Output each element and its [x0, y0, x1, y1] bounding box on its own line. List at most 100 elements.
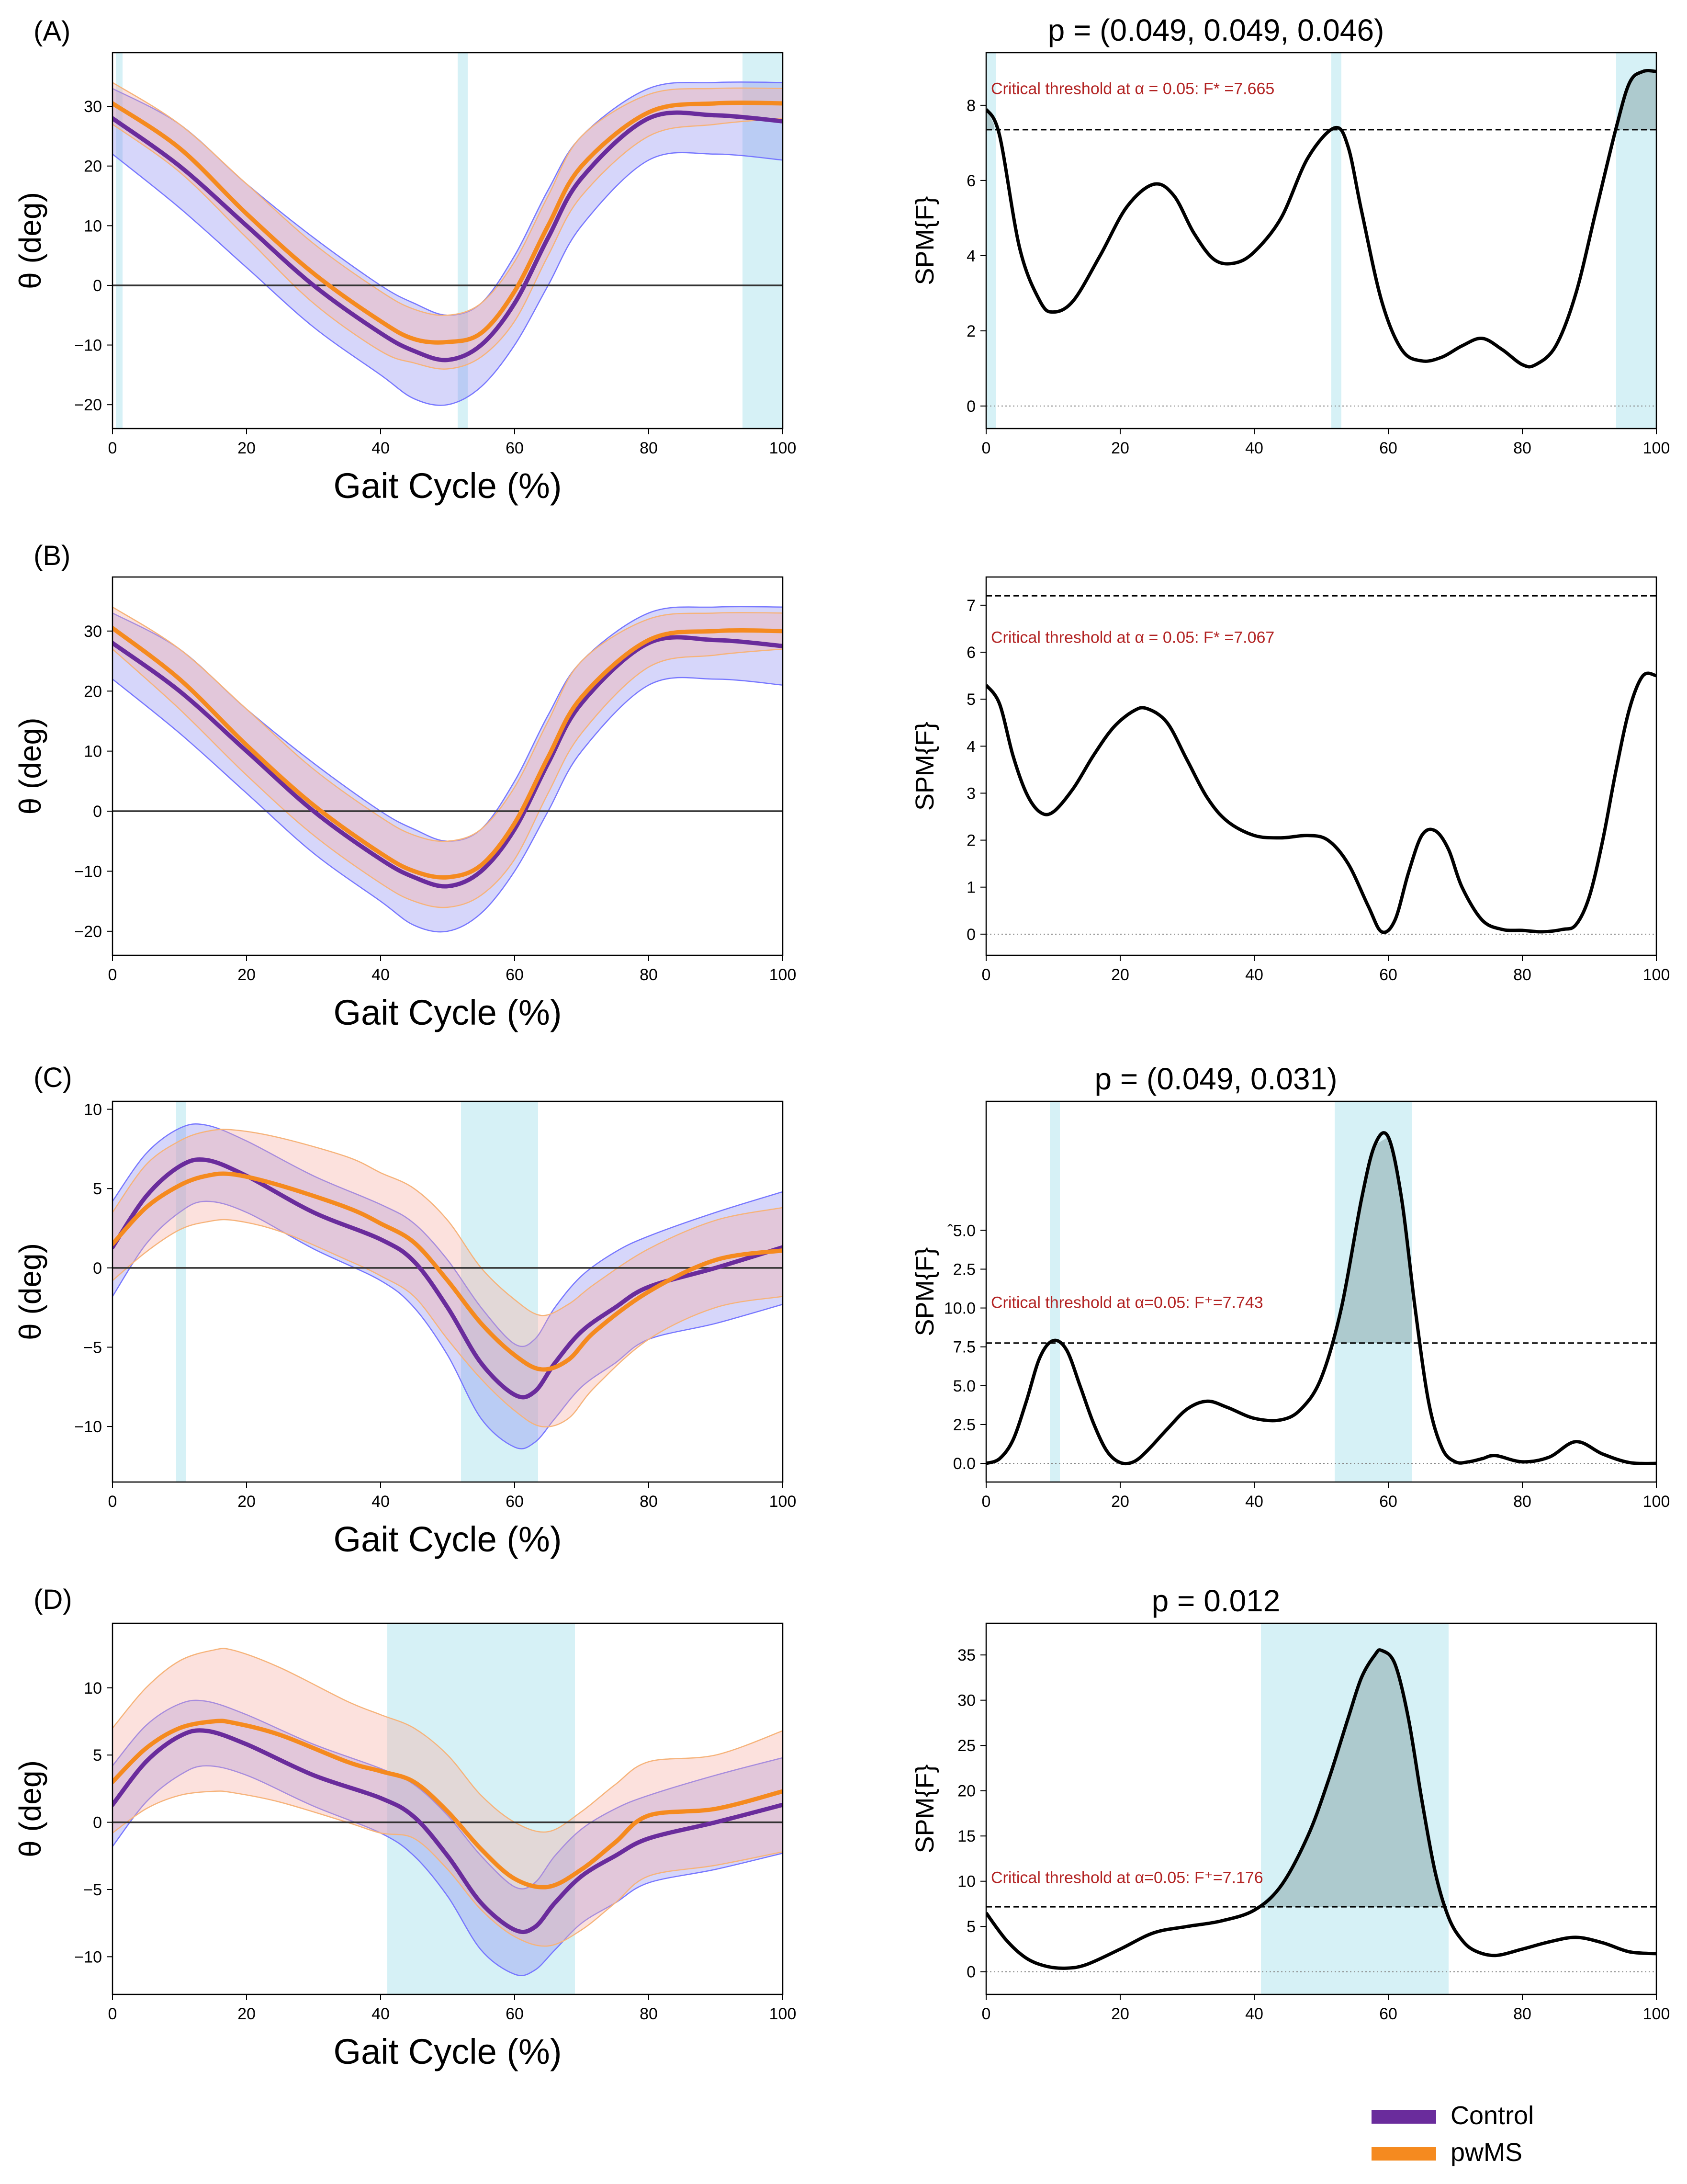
- y-tick-label: −5: [83, 1338, 102, 1357]
- kinematics-chart: 0 20 40 60 80 100 −20 −10 0 10 20 30 Gait Cycle (%) θ…: [13, 576, 796, 1032]
- y-tick-label: 30: [84, 98, 102, 116]
- kinematics-chart: 0 20 40 60 80 100 −10 −5 0 5 10 Gait Cycle (%) θ (de…: [13, 1101, 796, 1559]
- x-tick-label: 0: [108, 2005, 117, 2023]
- spm-title: p = (0.049, 0.031): [1094, 1062, 1337, 1096]
- spm-title: p = (0.049, 0.049, 0.046): [1048, 13, 1384, 47]
- spm-curve: [986, 671, 1656, 934]
- x-axis-label: Gait Cycle (%): [334, 1519, 562, 1559]
- threshold-annotation: Critical threshold at α=0.05: F⁺=7.743: [991, 1294, 1263, 1312]
- y-tick-label: 5: [93, 1180, 102, 1198]
- band-control: [112, 82, 783, 406]
- y-axis-label: θ (deg): [13, 718, 47, 815]
- axes-frame: [112, 52, 784, 430]
- y-tick-label: −20: [74, 923, 102, 941]
- x-tick-label: 60: [1379, 966, 1397, 984]
- x-tick-label: 20: [237, 2005, 256, 2023]
- x-tick-label: 0: [982, 2005, 991, 2023]
- x-tick-label: 60: [506, 2005, 524, 2023]
- x-tick-label: 60: [1379, 2005, 1397, 2023]
- x-tick-label: 0: [982, 966, 991, 984]
- axes-frame: [112, 576, 784, 956]
- significance-region: [1616, 53, 1656, 429]
- mean-line-pwms: [112, 101, 783, 345]
- spm-title: p = 0.012: [1152, 1584, 1281, 1618]
- legend-swatch-control: [1372, 2110, 1436, 2124]
- legend-label-control: Control: [1451, 2101, 1534, 2130]
- y-tick-label: 8: [967, 97, 976, 115]
- mean-line-control: [112, 110, 783, 362]
- significance-region: [1331, 53, 1341, 429]
- x-tick-label: 40: [371, 966, 390, 984]
- y-tick-label: 0: [93, 1814, 102, 1832]
- threshold-annotation: Critical threshold at α = 0.05: F* =7.66…: [991, 79, 1274, 98]
- kinematics-chart: 0 20 40 60 80 100 −20 −10 0 10 20 30 Gait Cycle (%) θ…: [13, 52, 796, 506]
- legend-swatch-pwms: [1372, 2147, 1436, 2161]
- band-edge-lower: [112, 1200, 783, 1449]
- band-edge-lower: [112, 677, 783, 933]
- plot-area: [112, 53, 783, 429]
- x-tick-label: 40: [1245, 966, 1263, 984]
- x-axis-label: Gait Cycle (%): [334, 466, 562, 506]
- y-axis-label: θ (deg): [13, 1760, 47, 1857]
- band-edge-upper: [112, 606, 783, 842]
- x-tick-label: 80: [640, 439, 658, 457]
- y-tick-label: 0: [967, 397, 976, 416]
- y-tick-label: 0: [967, 1963, 976, 1981]
- y-tick-label: 0: [93, 277, 102, 295]
- y-tick-label: 0: [967, 926, 976, 944]
- significance-region: [986, 53, 996, 429]
- x-tick-label: 20: [1111, 2005, 1129, 2023]
- y-tick-label: 30: [84, 622, 102, 641]
- band-edge-upper: [112, 1648, 783, 1833]
- mean-line-control: [112, 1728, 783, 1935]
- x-tick-label: 60: [506, 439, 524, 457]
- band-pwms: [112, 1648, 783, 1946]
- mean-line-control: [112, 1157, 783, 1400]
- x-tick-label: 40: [371, 1493, 390, 1511]
- x-tick-label: 100: [769, 2005, 797, 2023]
- plot-area: [112, 1101, 783, 1482]
- band-edge-lower: [112, 152, 783, 406]
- mean-line-pwms: [112, 626, 783, 880]
- y-tick-label: −10: [74, 1948, 102, 1966]
- x-tick-label: 40: [1245, 439, 1263, 457]
- x-tick-label: 60: [506, 1493, 524, 1511]
- y-tick-label: 20: [957, 1782, 976, 1800]
- y-axis-label: SPM{F}: [911, 722, 939, 811]
- x-tick-label: 40: [371, 439, 390, 457]
- significance-region: [742, 53, 783, 429]
- y-tick-label: 30: [957, 1692, 976, 1710]
- x-tick-label: 0: [108, 439, 117, 457]
- significance-region: [1050, 1101, 1060, 1482]
- band-control: [112, 1124, 783, 1449]
- x-tick-label: 40: [371, 2005, 390, 2023]
- y-tick-label: 4: [967, 737, 976, 756]
- y-tick-label: 2.5: [953, 1260, 976, 1279]
- y-axis-label: θ (deg): [13, 1243, 47, 1340]
- x-tick-label: 0: [108, 966, 117, 984]
- y-tick-label: 5.0: [953, 1377, 976, 1395]
- band-edge-lower: [112, 648, 783, 908]
- y-tick-label: 2: [967, 832, 976, 850]
- legend-label-pwms: pwMS: [1451, 2138, 1522, 2167]
- y-tick-label: 25: [957, 1737, 976, 1755]
- y-tick-label: 5: [967, 690, 976, 709]
- significance-region: [458, 53, 468, 429]
- band-edge-lower: [112, 117, 783, 370]
- spm-chart: Critical threshold at α=0.05: F⁺=7.743 0 2…: [911, 1100, 1670, 1511]
- spm-curve: [986, 1131, 1656, 1466]
- x-tick-label: 100: [1643, 2005, 1670, 2023]
- spm-curve: [986, 69, 1656, 369]
- y-tick-label: ˆ5.0: [947, 1222, 976, 1240]
- plot-area: [112, 1623, 783, 1994]
- band-edge-upper: [112, 82, 783, 316]
- y-tick-label: 5: [93, 1746, 102, 1765]
- x-tick-label: 100: [1643, 966, 1670, 984]
- axes-frame: [985, 1100, 1657, 1483]
- band-edge-upper: [112, 1129, 783, 1316]
- y-tick-label: 5: [967, 1918, 976, 1936]
- band-edge-upper: [112, 1123, 783, 1347]
- mean-line-control: [112, 635, 783, 889]
- x-tick-label: 20: [237, 1493, 256, 1511]
- threshold-annotation: Critical threshold at α=0.05: F⁺=7.176: [991, 1869, 1263, 1887]
